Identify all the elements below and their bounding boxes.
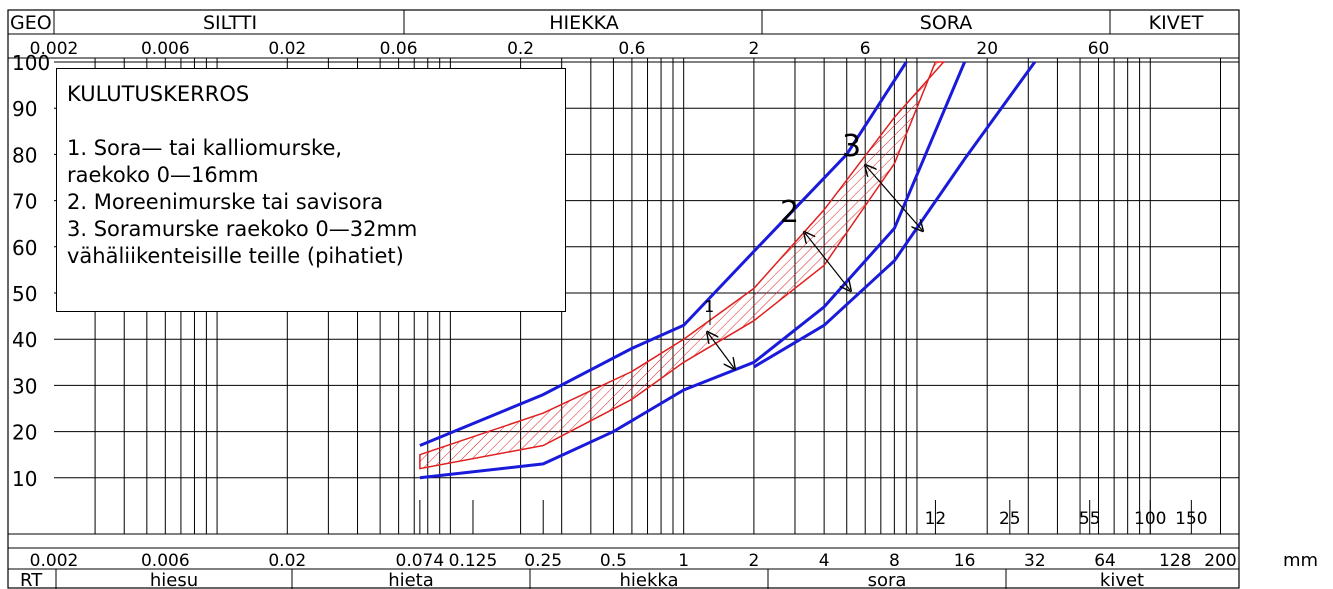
bottom-tick-label: 0.074 <box>396 551 445 571</box>
legend-box: KULUTUSKERROS 1. Sora— tai kalliomurske,… <box>56 68 566 312</box>
bottom-tick-label: 8 <box>889 551 900 571</box>
y-tick-label: 70 <box>12 190 37 214</box>
y-tick-label: 80 <box>12 143 37 167</box>
band-kivet: KIVET <box>1149 12 1204 34</box>
arrow-2 <box>805 233 850 290</box>
curve-label-3: 3 <box>842 129 861 164</box>
bottom-tick-label: 0.002 <box>30 551 79 571</box>
bottom-tick-label: 200 <box>1204 551 1236 571</box>
envelope-curve-3 <box>753 61 1037 369</box>
bottom-tick-label: 0.006 <box>141 551 190 571</box>
bottom-tick-label: 32 <box>1024 551 1046 571</box>
bottom-tick-label: 0.02 <box>268 551 306 571</box>
bottom-band-hiesu: hiesu <box>150 570 198 589</box>
legend-line-5: vähäliikenteisille teille (pihatiet) <box>67 244 404 268</box>
bottom-tick-label: 1 <box>678 551 689 571</box>
top-tick-label: 20 <box>976 39 998 59</box>
bottom-tick-label: 128 <box>1159 551 1191 571</box>
bottom-band-rt: RT <box>20 570 43 589</box>
y-tick-label: 50 <box>12 282 37 306</box>
y-tick-label: 100 <box>12 51 50 75</box>
top-tick-label: 60 <box>1088 39 1110 59</box>
bottom-band-hieta: hieta <box>388 570 434 589</box>
bottom-tick-label: 64 <box>1094 551 1116 571</box>
upper-tick-label: 150 <box>1175 509 1207 529</box>
legend-title: KULUTUSKERROS <box>67 82 250 106</box>
bottom-tick-label: 0.125 <box>449 551 498 571</box>
y-tick-label: 40 <box>12 328 37 352</box>
top-tick-label: 6 <box>860 39 871 59</box>
unit-label: mm <box>1283 550 1318 571</box>
band-geo: GEO <box>10 12 52 34</box>
legend-line-4: 3. Soramurske raekoko 0—32mm <box>67 217 418 241</box>
bottom-tick-label: 0.5 <box>600 551 627 571</box>
y-tick-label: 90 <box>12 97 37 121</box>
envelope-curve-1 <box>419 61 908 447</box>
chart-frame <box>7 9 1240 589</box>
legend-line-2: raekoko 0—16mm <box>67 163 259 187</box>
bottom-band-kivet: kivet <box>1100 570 1144 589</box>
bottom-tick-label: 2 <box>748 551 759 571</box>
bottom-tick-label: 4 <box>819 551 830 571</box>
bottom-tick-labels: 0.002 0.006 0.02 0.074 0.125 0.25 0.5 1 2 4 8 16 32 6… <box>30 551 1237 571</box>
bottom-tick-label: 0.25 <box>524 551 562 571</box>
curve-label-1: 1 <box>704 297 714 316</box>
top-tick-labels: 0.002 0.006 0.02 0.06 0.2 0.6 2 6 20 60 <box>30 39 1110 59</box>
bottom-band-sora: sora <box>868 570 907 589</box>
envelope-curves <box>419 61 1037 480</box>
y-tick-label: 10 <box>12 467 37 491</box>
grading-band-1 <box>419 61 946 470</box>
top-tick-label: 0.06 <box>380 39 418 59</box>
y-tick-label: 20 <box>12 421 37 445</box>
y-tick-label: 60 <box>12 236 37 260</box>
upper-tick-label: 100 <box>1134 509 1166 529</box>
arrow-1 <box>708 333 734 368</box>
top-tick-label: 0.02 <box>268 39 306 59</box>
curve-label-2: 2 <box>780 195 799 230</box>
top-tick-label: 0.006 <box>141 39 190 59</box>
bottom-tick-label: 16 <box>954 551 976 571</box>
top-tick-label: 0.002 <box>30 39 79 59</box>
upper-tick-labels: 12 25 55 100 150 <box>925 509 1208 529</box>
legend-line-3: 2. Moreenimurske tai savisora <box>67 190 384 214</box>
arrow-3 <box>866 166 922 230</box>
top-tick-label: 0.6 <box>618 39 645 59</box>
legend-line-1: 1. Sora— tai kalliomurske, <box>67 136 343 160</box>
envelope-curve-2 <box>419 61 966 480</box>
band-sora: SORA <box>920 12 972 34</box>
band-hiekka: HIEKKA <box>549 12 618 34</box>
top-tick-label: 2 <box>748 39 759 59</box>
y-tick-labels: 100 90 80 70 60 50 40 30 20 10 <box>12 51 50 491</box>
top-tick-label: 0.2 <box>507 39 534 59</box>
upper-tick-label: 55 <box>1079 509 1101 529</box>
y-tick-label: 30 <box>12 374 37 398</box>
upper-tick-label: 12 <box>925 509 947 529</box>
band-siltti: SILTTI <box>203 12 257 34</box>
bottom-band-hiekka: hiekka <box>619 570 678 589</box>
upper-tick-label: 25 <box>999 509 1021 529</box>
